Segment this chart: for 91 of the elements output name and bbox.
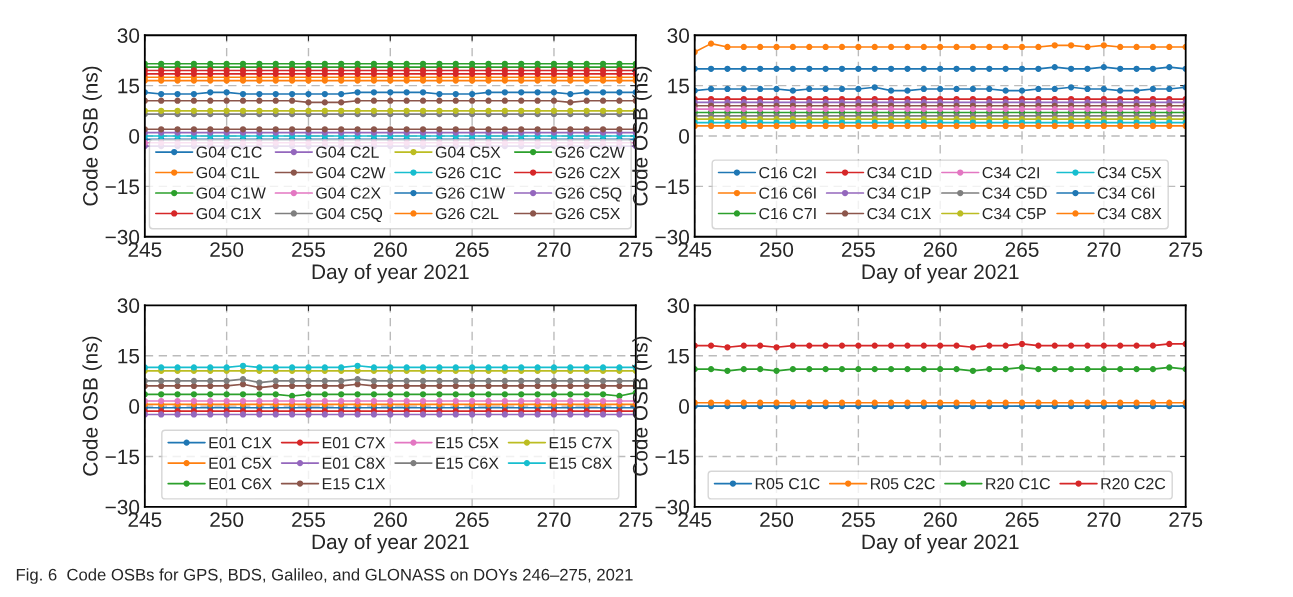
legend-label: G26 C2W	[555, 146, 625, 158]
y-tick-label: 15	[118, 348, 140, 364]
legend-label: E15 C5X	[436, 437, 499, 449]
x-tick-label: 275	[619, 242, 653, 257]
legend-label: E01 C8X	[322, 457, 386, 469]
x-tick-label: 255	[292, 242, 325, 257]
x-tick-label: 265	[455, 242, 489, 257]
legend-label: G04 C1L	[196, 166, 260, 179]
legend-label: G04 C1C	[196, 146, 262, 158]
y-tick-label: 15	[668, 348, 689, 364]
legend-label: G04 C2W	[316, 166, 386, 179]
y-tick-label: −15	[105, 449, 140, 465]
x-tick-label: 255	[842, 512, 875, 528]
y-axis-title: Code OSB (ns)	[632, 336, 652, 476]
legend-label: R20 C2C	[1101, 478, 1166, 490]
legend-label: C34 C1D	[867, 166, 932, 179]
legend-label: C34 C5X	[1097, 166, 1162, 179]
legend-label: R20 C1C	[986, 478, 1050, 490]
y-tick-label: 30	[667, 28, 690, 43]
x-tick-label: 250	[760, 512, 794, 528]
legend-label: E15 C6X	[436, 457, 499, 469]
x-tick-label: 250	[210, 512, 244, 528]
legend-label: G26 C5Q	[555, 187, 622, 202]
legend-label: G04 C2L	[316, 146, 379, 158]
x-tick-label: 250	[760, 242, 794, 257]
x-tick-label: 270	[1087, 242, 1121, 257]
legend-label: E01 C6X	[209, 478, 272, 490]
x-tick-label: 265	[1005, 242, 1039, 257]
legend-label: C34 C5P	[982, 207, 1046, 220]
y-axis-title: Code OSB (ns)	[632, 66, 652, 206]
y-tick-label: 0	[129, 399, 140, 414]
x-tick-label: 265	[455, 512, 489, 528]
legend-label: C34 C6I	[1097, 187, 1155, 199]
legend-label: G04 C2X	[316, 187, 381, 199]
y-tick-label: −15	[105, 179, 140, 195]
legend-label: R05 C2C	[871, 478, 935, 490]
x-tick-label: 270	[537, 242, 571, 257]
legend-label: E01 C1X	[209, 437, 272, 449]
x-tick-label: 260	[373, 242, 407, 257]
legend-label: C34 C1P	[867, 187, 931, 199]
x-tick-label: 265	[1005, 512, 1039, 528]
x-tick-label: 260	[923, 512, 957, 528]
y-tick-label: 0	[129, 129, 140, 144]
legend-label: G04 C1W	[196, 187, 266, 199]
x-tick-label: 275	[619, 512, 653, 528]
legend-label: E15 C8X	[549, 457, 613, 469]
legend-label: G26 C1C	[435, 166, 501, 179]
legend-label: E01 C7X	[322, 437, 386, 449]
legend-label: G26 C1W	[435, 187, 506, 199]
x-axis-title: Day of year 2021	[312, 263, 469, 284]
y-tick-label: 0	[679, 129, 690, 144]
legend-label: G26 C5X	[555, 207, 621, 220]
x-tick-label: 255	[842, 242, 875, 257]
x-tick-label: 250	[210, 242, 244, 257]
x-tick-label: 270	[1087, 512, 1121, 528]
y-tick-label: 30	[667, 298, 690, 314]
legend-label: G26 C2L	[435, 207, 499, 220]
y-axis-title: Code OSB (ns)	[82, 336, 102, 476]
y-axis-title: Code OSB (ns)	[82, 66, 102, 206]
y-tick-label: −15	[655, 179, 689, 195]
x-tick-label: 275	[1169, 512, 1203, 528]
x-axis-title: Day of year 2021	[312, 533, 469, 554]
x-axis-title: Day of year 2021	[862, 263, 1019, 284]
legend-label: C34 C2I	[982, 166, 1039, 179]
legend-label: G04 C1X	[196, 207, 262, 220]
y-tick-label: 30	[117, 28, 140, 43]
legend-label: G26 C2X	[555, 166, 621, 179]
y-tick-label: 0	[679, 399, 690, 414]
x-tick-label: 255	[292, 512, 325, 528]
legend-label: C34 C5D	[982, 187, 1047, 199]
x-axis-title: Day of year 2021	[862, 533, 1019, 554]
legend-label: C16 C6I	[759, 187, 816, 199]
legend-label: C16 C2I	[759, 166, 816, 179]
legend-label: C34 C1X	[867, 207, 932, 220]
y-tick-label: 30	[117, 298, 140, 314]
legend-label: R05 C1C	[755, 478, 820, 490]
caption: Fig. 6 Code OSBs for GPS, BDS, Galileo, and GLONASS on DOYs 246–275, 2021	[16, 568, 633, 584]
y-tick-label: −15	[655, 449, 689, 465]
y-tick-label: 15	[668, 78, 689, 94]
legend-label: E01 C5X	[209, 457, 272, 469]
legend-label: C34 C8X	[1097, 207, 1162, 220]
x-tick-label: 260	[373, 512, 407, 528]
x-tick-label: 275	[1169, 242, 1203, 257]
legend-label: C16 C7I	[759, 207, 816, 220]
legend-label: G04 C5Q	[316, 207, 383, 223]
legend-label: E15 C7X	[549, 437, 613, 449]
legend-label: G04 C5X	[435, 146, 501, 158]
y-tick-label: 15	[118, 78, 140, 94]
x-tick-label: 270	[537, 512, 571, 528]
x-tick-label: 260	[923, 242, 957, 257]
legend-label: E15 C1X	[322, 478, 386, 490]
